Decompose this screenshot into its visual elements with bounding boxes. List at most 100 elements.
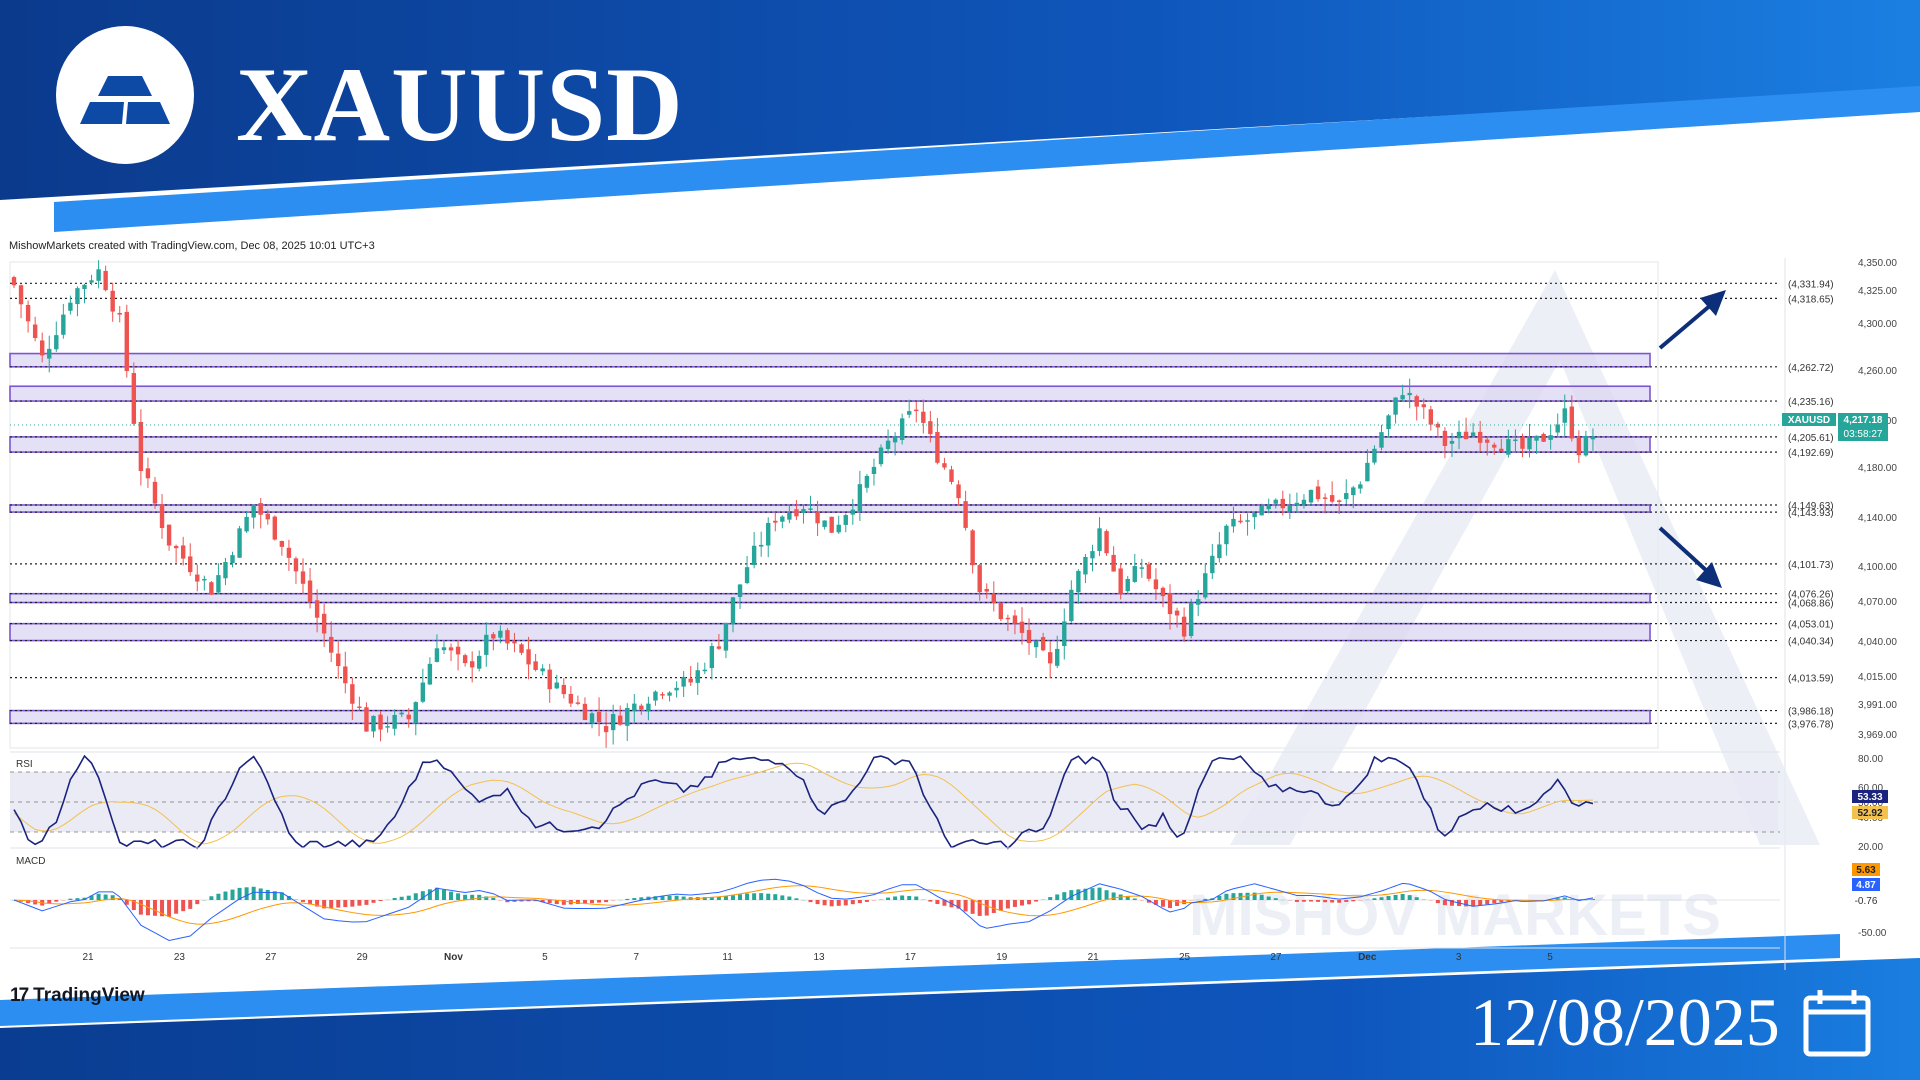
macd-label: MACD xyxy=(16,856,45,867)
macd-histogram-bar xyxy=(857,900,862,904)
candle-body xyxy=(1351,487,1356,496)
macd-histogram-bar xyxy=(491,897,496,900)
macd-histogram-bar xyxy=(871,900,876,901)
candle-body xyxy=(935,432,940,463)
candle-body xyxy=(899,418,905,441)
candle-body xyxy=(653,691,658,701)
candle-body xyxy=(1203,573,1208,598)
candle-body xyxy=(1273,499,1278,504)
macd-histogram-bar xyxy=(350,900,355,907)
candle-body xyxy=(237,528,242,558)
macd-histogram-bar xyxy=(216,893,221,900)
candle-body xyxy=(124,311,129,372)
x-axis-tick: Nov xyxy=(444,952,463,963)
candle-body xyxy=(751,545,757,566)
rsi-axis-tick: 50.00 xyxy=(1858,798,1883,809)
macd-histogram-bar xyxy=(1583,899,1588,901)
candle-body xyxy=(660,694,665,696)
macd-histogram-bar xyxy=(1132,898,1137,900)
macd-histogram-bar xyxy=(279,892,284,900)
candle-body xyxy=(455,646,461,655)
candle-body xyxy=(723,622,729,651)
macd-histogram-bar xyxy=(984,900,989,916)
macd-histogram-bar xyxy=(195,900,200,905)
macd-histogram-bar xyxy=(1337,900,1342,903)
candle-body xyxy=(258,503,263,515)
price-axis-tick: 4,040.00 xyxy=(1858,637,1897,648)
macd-histogram-bar xyxy=(463,894,468,900)
candle-body xyxy=(131,373,137,424)
level-label: (4,053.01) xyxy=(1788,620,1834,631)
candle-body xyxy=(300,571,306,584)
macd-histogram-bar xyxy=(773,894,778,900)
x-axis-tick: 7 xyxy=(633,952,639,963)
candle-body xyxy=(716,646,722,649)
candle-body xyxy=(152,481,158,504)
candle-body xyxy=(667,692,672,696)
candle-body xyxy=(477,655,482,669)
candle-body xyxy=(498,630,503,638)
candle-body xyxy=(378,714,383,730)
macd-histogram-bar xyxy=(639,897,644,900)
candle-body xyxy=(1477,431,1483,443)
macd-histogram-bar xyxy=(667,895,672,900)
macd-histogram-bar xyxy=(322,900,327,909)
candle-body xyxy=(103,270,108,291)
candle-body xyxy=(1583,435,1589,456)
macd-histogram-bar xyxy=(399,896,404,900)
price-tag-symbol: XAUUSD xyxy=(1788,415,1830,426)
macd-histogram-bar xyxy=(815,900,820,905)
candle-body xyxy=(117,312,122,315)
macd-histogram-bar xyxy=(1492,900,1497,904)
macd-histogram-bar xyxy=(449,891,454,900)
candle-body xyxy=(1506,439,1511,455)
rsi-axis-tick: 20.00 xyxy=(1858,842,1883,853)
macd-histogram-bar xyxy=(1379,897,1384,900)
candle-body xyxy=(96,269,101,281)
rsi-ma-value-box xyxy=(1852,806,1888,819)
bottom-banner xyxy=(0,958,1920,1080)
x-axis-tick: 3 xyxy=(1456,952,1462,963)
candle-body xyxy=(1118,568,1123,594)
macd-histogram-bar xyxy=(223,891,228,900)
macd-histogram-bar xyxy=(456,893,461,900)
macd-histogram-bar xyxy=(611,900,616,901)
candle-body xyxy=(399,712,404,715)
macd-histogram-bar xyxy=(928,900,933,902)
macd-histogram-bar xyxy=(1435,900,1440,904)
macd-histogram-value: -0.76 xyxy=(1855,896,1878,907)
candle-body xyxy=(209,582,214,595)
macd-histogram-bar xyxy=(1111,892,1116,900)
candle-body xyxy=(1308,489,1314,503)
candle-body xyxy=(984,588,989,592)
level-label: (4,143.93) xyxy=(1788,508,1834,519)
price-axis-tick: 4,300.00 xyxy=(1858,319,1897,330)
macd-histogram-bar xyxy=(822,900,827,906)
candle-body xyxy=(1386,415,1391,430)
candle-body xyxy=(145,468,151,479)
macd-histogram-bar xyxy=(1224,893,1229,900)
candle-body xyxy=(1097,528,1102,551)
macd-histogram-bar xyxy=(434,887,439,900)
candle-body xyxy=(25,304,31,322)
macd-histogram-bar xyxy=(181,900,186,912)
macd-histogram-bar xyxy=(265,889,270,900)
candle-body xyxy=(1174,610,1180,616)
x-axis-tick: 21 xyxy=(82,952,94,963)
candle-body xyxy=(371,715,376,732)
tradingview-brand: 17 TradingView xyxy=(10,985,145,1007)
symbol-title: XAUUSD xyxy=(236,46,684,163)
candle-body xyxy=(1315,486,1321,500)
supply-demand-zone xyxy=(9,622,1651,642)
macd-histogram-bar xyxy=(1196,899,1201,901)
macd-histogram-bar xyxy=(371,900,376,903)
candle-body xyxy=(1492,444,1497,448)
macd-histogram-bar xyxy=(1407,895,1412,900)
candle-body xyxy=(1372,448,1377,463)
x-axis-tick: 27 xyxy=(1270,952,1282,963)
macd-histogram-bar xyxy=(716,896,721,900)
macd-histogram-bar xyxy=(1280,899,1285,901)
rsi-axis-tick: 80.00 xyxy=(1858,754,1883,765)
macd-histogram-bar xyxy=(829,900,834,907)
